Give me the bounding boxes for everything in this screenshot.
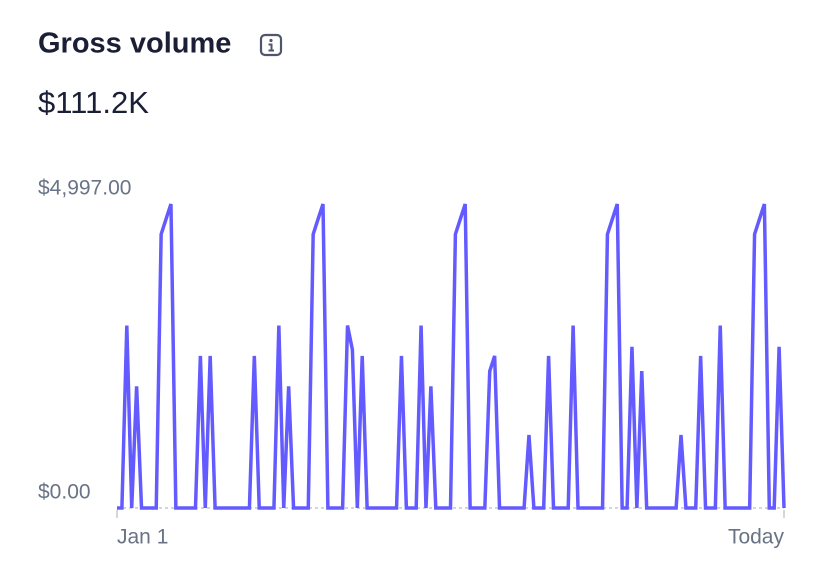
x-tick-label: Today xyxy=(728,526,785,549)
y-tick-label: $4,997.00 xyxy=(38,177,131,200)
x-tick-label: Jan 1 xyxy=(117,526,168,549)
info-icon[interactable] xyxy=(259,33,283,57)
y-tick-label: $0.00 xyxy=(38,481,91,504)
volume-line xyxy=(117,203,786,510)
card-title: Gross volume xyxy=(38,28,231,60)
total-amount: $111.2K xyxy=(38,85,149,120)
